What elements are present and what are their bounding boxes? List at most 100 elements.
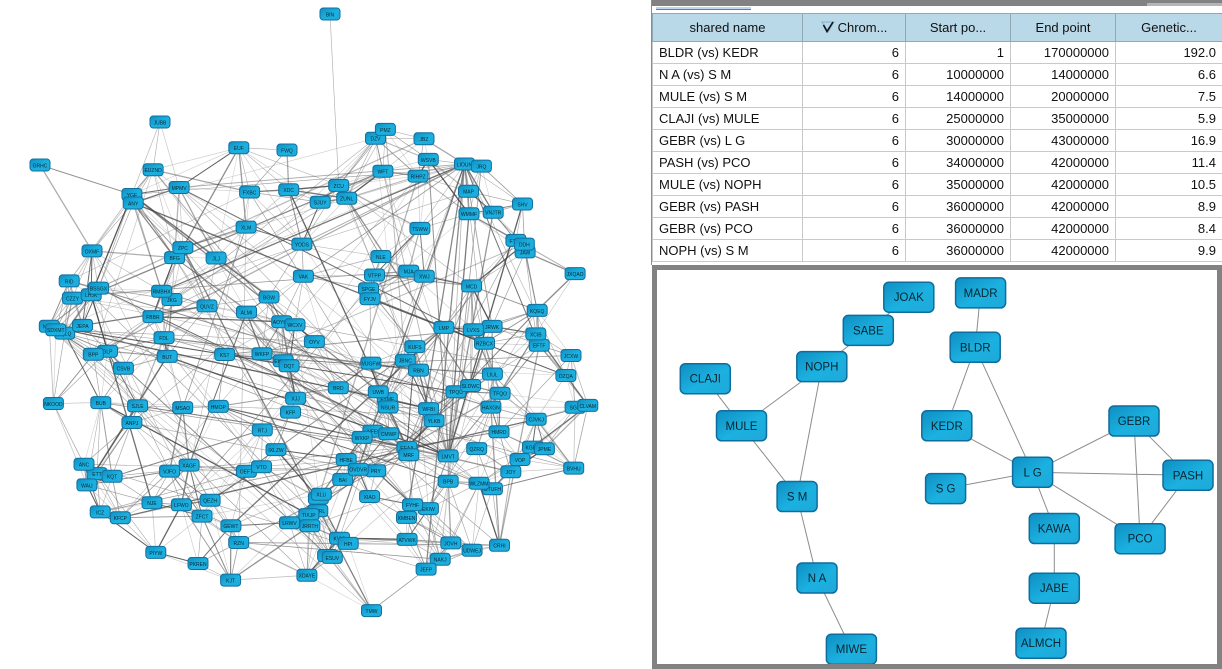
svg-text:JOAK: JOAK [894, 292, 924, 304]
svg-text:YODS: YODS [295, 243, 310, 249]
svg-text:EUF: EUF [234, 146, 244, 152]
svg-text:ALMI: ALMI [241, 311, 253, 317]
svg-text:JOY: JOY [506, 470, 516, 476]
svg-text:LVXS: LVXS [467, 328, 480, 334]
svg-text:MSAO: MSAO [175, 406, 190, 412]
svg-text:LMVT: LMVT [442, 454, 455, 460]
svg-text:XLU: XLU [316, 493, 326, 499]
svg-text:XAGF: XAGF [182, 464, 196, 470]
svg-text:JLJ: JLJ [212, 256, 220, 262]
svg-text:L G: L G [1024, 467, 1042, 479]
svg-text:KQEQ: KQEQ [530, 309, 545, 315]
svg-text:JCXW: JCXW [564, 354, 578, 360]
svg-text:FYHF: FYHF [406, 503, 419, 509]
svg-text:XCIB: XCIB [530, 332, 542, 338]
svg-text:BUB: BUB [96, 401, 107, 407]
svg-text:RZN: RZN [234, 541, 245, 547]
svg-text:BIN: BIN [326, 12, 335, 18]
svg-text:BSSGX: BSSGX [90, 287, 108, 293]
svg-text:UDWEJ: UDWEJ [463, 549, 481, 555]
svg-text:GLP: GLP [102, 350, 113, 356]
svg-text:CLAJI: CLAJI [690, 374, 721, 386]
svg-text:GEWT: GEWT [223, 524, 238, 530]
svg-text:FXBC: FXBC [243, 190, 257, 196]
svg-text:DZV: DZV [371, 137, 382, 143]
svg-text:NKOOD: NKOOD [44, 402, 63, 408]
svg-text:JUBB: JUBB [154, 120, 167, 126]
svg-text:ANY: ANY [128, 201, 139, 207]
svg-text:FYJV: FYJV [364, 297, 377, 303]
svg-text:RZBCX: RZBCX [476, 342, 494, 348]
svg-text:MPMV: MPMV [172, 186, 188, 192]
svg-text:RID: RID [65, 279, 74, 285]
svg-text:FWQ: FWQ [281, 148, 293, 154]
svg-text:KFCP: KFCP [114, 516, 128, 522]
svg-text:OYV: OYV [309, 340, 320, 346]
svg-text:WSVB: WSVB [421, 158, 436, 164]
svg-text:BLDR: BLDR [960, 342, 991, 354]
svg-text:RMBHX: RMBHX [153, 290, 172, 296]
svg-text:JXQAO: JXQAO [567, 272, 584, 278]
svg-text:ETT: ETT [92, 472, 101, 478]
svg-text:NAKJ: NAKJ [434, 558, 447, 564]
svg-text:VUGFW: VUGFW [362, 362, 381, 368]
svg-text:JABE: JABE [1040, 583, 1069, 595]
svg-text:KAWA: KAWA [1038, 524, 1071, 536]
svg-text:DZQA: DZQA [559, 374, 574, 380]
svg-text:BFG: BFG [169, 256, 179, 262]
svg-text:JBZ: JBZ [420, 137, 429, 143]
svg-text:TSWW: TSWW [412, 227, 428, 233]
svg-text:S G: S G [936, 484, 956, 496]
svg-text:BPP: BPP [88, 353, 99, 359]
svg-text:XIAO: XIAO [364, 495, 376, 501]
svg-text:NJE: NJE [147, 501, 157, 507]
svg-text:YLKB: YLKB [428, 419, 441, 425]
svg-text:LRWV: LRWV [282, 521, 297, 527]
svg-text:RIHPZ: RIHPZ [411, 175, 426, 181]
svg-text:WFBI: WFBI [422, 407, 435, 413]
svg-text:QUVZ: QUVZ [200, 304, 214, 310]
svg-text:SLDWC: SLDWC [462, 384, 480, 390]
svg-text:ZPC: ZPC [178, 246, 188, 252]
svg-text:SHV: SHV [517, 202, 528, 208]
svg-text:XWJ: XWJ [419, 275, 430, 281]
svg-text:WXKP: WXKP [355, 436, 370, 442]
svg-text:IXLZW: IXLZW [268, 448, 284, 454]
svg-text:DDH: DDH [519, 243, 530, 249]
svg-text:JOVH: JOVH [444, 541, 458, 547]
svg-text:WAU: WAU [81, 483, 93, 489]
svg-text:SJUY: SJUY [314, 201, 327, 207]
svg-text:ZCU: ZCU [334, 184, 345, 190]
svg-text:VAK: VAK [299, 275, 309, 281]
svg-text:FBBR: FBBR [146, 315, 160, 321]
svg-text:ZUNL: ZUNL [340, 197, 353, 203]
svg-text:BRD: BRD [333, 386, 344, 392]
svg-text:VTPP: VTPP [368, 273, 382, 279]
svg-text:WFT: WFT [377, 170, 388, 176]
svg-text:BGW: BGW [263, 295, 275, 301]
svg-text:CSVB: CSVB [117, 367, 131, 373]
svg-text:VOP: VOP [515, 458, 526, 464]
svg-text:XJJ: XJJ [291, 397, 300, 403]
svg-text:KEDR: KEDR [931, 421, 963, 433]
svg-text:SDXMT: SDXMT [47, 328, 65, 334]
svg-text:KFP: KFP [286, 411, 296, 417]
svg-text:KUFS: KUFS [408, 345, 422, 351]
svg-text:MIWE: MIWE [836, 644, 868, 656]
svg-text:EKIW: EKIW [422, 507, 435, 513]
svg-text:KST: KST [220, 353, 230, 359]
svg-text:EFTF: EFTF [533, 344, 546, 350]
svg-text:FDL: FDL [159, 336, 169, 342]
svg-text:ICZ: ICZ [96, 510, 104, 516]
svg-text:PCO: PCO [1128, 534, 1153, 546]
svg-text:MCD: MCD [466, 284, 478, 290]
svg-text:JPME: JPME [538, 447, 552, 453]
svg-text:JEPA: JEPA [76, 324, 89, 330]
svg-text:UWB: UWB [372, 390, 384, 396]
svg-text:TMW: TMW [366, 609, 378, 615]
svg-text:ANPJ: ANPJ [126, 421, 139, 427]
svg-text:BVHU: BVHU [567, 467, 581, 473]
svg-text:GRHC: GRHC [33, 163, 48, 169]
svg-text:S M: S M [787, 492, 807, 504]
svg-text:CMWP: CMWP [381, 432, 397, 438]
